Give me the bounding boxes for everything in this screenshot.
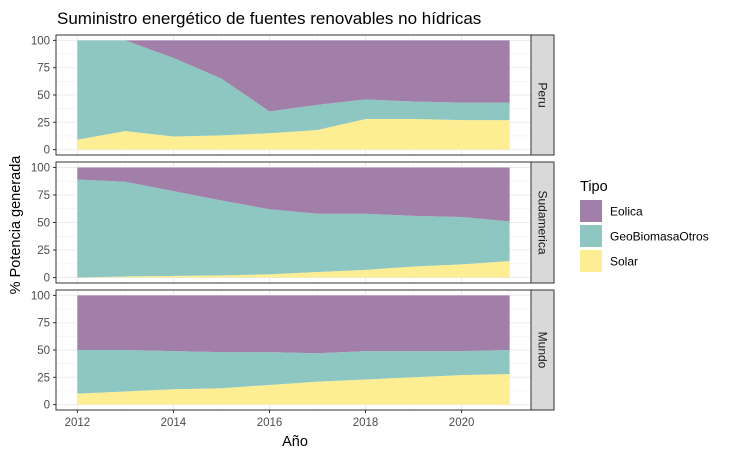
y-tick-label: 75 [37,63,50,75]
y-tick-label: 0 [44,273,50,285]
area-geobiomasaotros-mundo [77,350,510,394]
facet-label-sudamerica: Sudamerica [536,190,550,254]
x-tick-label: 2016 [257,417,283,429]
legend-item-solar: Solar [580,250,638,272]
area-eolica-sudamerica [77,167,510,222]
legend: Tipo Eolica GeoBiomasaOtros Solar [580,179,709,272]
x-axis-title: Año [282,434,308,450]
legend-swatch [580,225,602,247]
legend-item-eolica: Eolica [580,200,643,222]
legend-label: GeoBiomasaOtros [610,230,709,244]
panel-sudamerica: Sudamerica 0 25 50 75 100 [31,161,555,285]
facet-strip [530,161,555,284]
y-tick-label: 25 [37,245,50,257]
y-tick-label: 0 [44,145,50,157]
y-tick-label: 50 [37,218,50,230]
area-geobiomasaotros-sudamerica [77,179,510,278]
area-eolica-peru [77,40,510,112]
legend-title: Tipo [580,179,608,195]
y-tick-label: 100 [31,290,50,302]
chart-title: Suministro energético de fuentes renovab… [57,9,481,28]
y-tick-label: 100 [31,35,50,47]
y-tick-label: 100 [31,162,50,174]
legend-label: Eolica [610,205,643,219]
legend-item-geobiomasaotros: GeoBiomasaOtros [580,225,709,247]
x-tick-label: 2018 [353,417,379,429]
x-tick-label: 2014 [161,417,187,429]
y-tick-label: 75 [37,318,50,330]
facet-label-peru: Peru [536,82,550,107]
y-tick-label: 50 [37,345,50,357]
y-tick-label: 75 [37,190,50,202]
y-tick-label: 0 [44,400,50,412]
facet-strip [530,289,555,411]
y-tick-label: 25 [37,117,50,129]
facet-strip [530,34,555,156]
facet-panels: Peru 0 25 50 75 100 Sudamerica 0 25 50 75 100 Mundo 0… [31,34,555,429]
panel-mundo: Mundo 0 25 50 75 100 2012 2014 2016 2018 2020 [31,289,555,429]
legend-swatch [580,250,602,272]
area-solar-mundo [77,374,510,405]
facet-label-mundo: Mundo [536,332,550,369]
y-tick-label: 50 [37,90,50,102]
legend-swatch [580,200,602,222]
area-eolica-mundo [77,295,510,354]
y-axis-title: % Potencia generada [8,155,24,295]
panel-peru: Peru 0 25 50 75 100 [31,34,555,157]
area-geobiomasaotros-peru [77,40,510,140]
area-solar-peru [77,119,510,150]
y-tick-label: 25 [37,372,50,384]
x-tick-label: 2012 [65,417,91,429]
area-solar-sudamerica [77,261,510,278]
legend-label: Solar [610,255,638,269]
x-tick-label: 2020 [449,417,475,429]
